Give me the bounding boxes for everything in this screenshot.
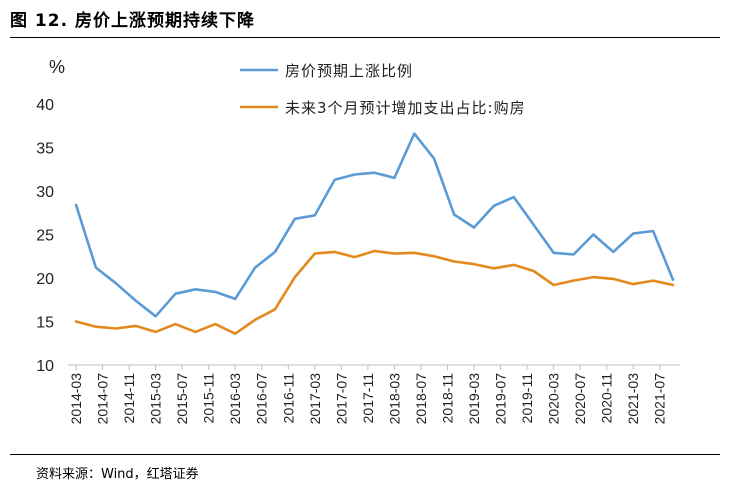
y-tick-label: 40 (36, 97, 54, 114)
top-rule (10, 37, 720, 38)
y-tick-label: 15 (36, 315, 54, 332)
series-line-1 (74, 132, 675, 318)
series-line-2 (74, 249, 675, 336)
x-tick-label: 2015-07 (174, 373, 190, 425)
x-tick-label: 2019-11 (519, 373, 535, 424)
x-tick-label: 2017-03 (307, 373, 323, 425)
x-tick-label: 2018-11 (439, 373, 455, 424)
figure-title: 图 12. 房价上涨预期持续下降 (10, 11, 255, 31)
x-tick-label: 2020-07 (572, 373, 588, 425)
x-tick-label: 2019-07 (493, 373, 509, 425)
x-tick-label: 2021-03 (625, 373, 641, 425)
x-tick-label: 2017-07 (333, 373, 349, 425)
y-tick-label: 10 (36, 358, 54, 375)
x-tick-label: 2018-07 (413, 373, 429, 425)
y-tick-label: 35 (36, 141, 54, 158)
x-tick-label: 2015-11 (201, 373, 217, 424)
x-tick-label: 2016-11 (280, 373, 296, 424)
x-tick-label: 2014-07 (95, 373, 111, 425)
x-tick-label: 2021-07 (652, 373, 668, 425)
x-tick-label: 2014-03 (68, 373, 84, 425)
y-tick-label: 20 (36, 271, 54, 288)
x-tick-label: 2015-03 (148, 373, 164, 425)
legend-label: 房价预期上涨比例 (285, 62, 413, 80)
y-axis-unit: % (49, 57, 65, 77)
source-note: 资料来源：Wind，红塔证券 (36, 467, 199, 482)
x-tick-label: 2018-03 (386, 373, 402, 425)
x-tick-label: 2020-03 (546, 373, 562, 425)
x-tick-label: 2020-11 (599, 373, 615, 424)
y-tick-label: 25 (36, 228, 54, 245)
x-tick-label: 2017-11 (360, 373, 376, 424)
x-tick-label: 2014-11 (121, 373, 137, 424)
x-tick-label: 2016-03 (227, 373, 243, 425)
y-tick-label: 30 (36, 184, 54, 201)
x-tick-label: 2019-03 (466, 373, 482, 425)
x-tick-label: 2016-07 (254, 373, 270, 425)
legend-label: 未来3个月预计增加支出占比:购房 (285, 99, 526, 117)
bottom-rule (10, 454, 720, 455)
